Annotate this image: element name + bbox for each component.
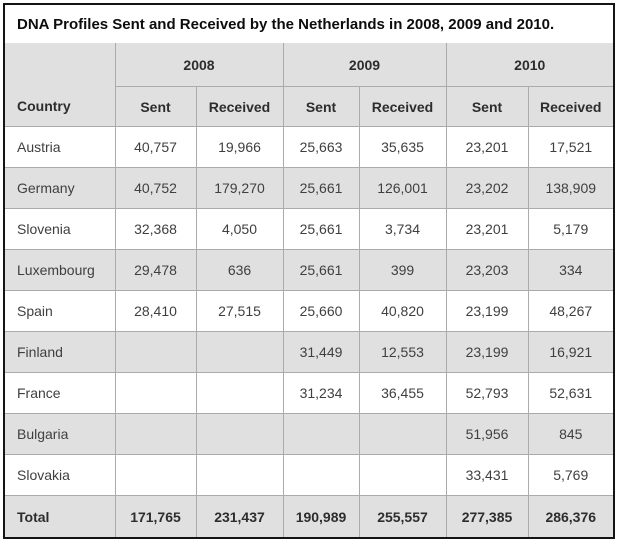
value-cell: 23,201 [445, 208, 529, 250]
value-cell [114, 331, 197, 373]
value-cell: 23,202 [445, 167, 529, 209]
country-column-header: Country [4, 42, 116, 127]
value-cell: 12,553 [358, 331, 447, 373]
country-cell: France [4, 372, 116, 414]
dna-table-frame: DNA Profiles Sent and Received by the Ne… [3, 3, 615, 539]
value-cell: 16,921 [527, 331, 614, 373]
value-cell: 138,909 [527, 167, 614, 209]
value-cell: 845 [527, 413, 614, 455]
table-row: Slovenia 32,368 4,050 25,661 3,734 23,201 5,17… [4, 208, 614, 250]
value-cell: 40,752 [114, 167, 197, 209]
dna-profiles-table: Country 2008 2009 2010 Sent Received Sen… [4, 42, 614, 538]
value-cell [114, 454, 197, 496]
value-cell: 25,661 [282, 167, 360, 209]
value-cell: 126,001 [358, 167, 447, 209]
table-row: Finland 31,449 12,553 23,199 16,921 [4, 331, 614, 373]
table-row: Bulgaria 51,956 845 [4, 413, 614, 455]
table-title: DNA Profiles Sent and Received by the Ne… [5, 5, 613, 43]
value-cell [358, 413, 447, 455]
value-cell: 636 [195, 249, 284, 291]
value-cell: 36,455 [358, 372, 447, 414]
year-header-2010: 2010 [445, 42, 614, 87]
value-cell: 334 [527, 249, 614, 291]
sub-header-received-2010: Received [527, 86, 614, 127]
country-cell: Spain [4, 290, 116, 332]
year-header-2009: 2009 [282, 42, 447, 87]
year-header-2008: 2008 [114, 42, 284, 87]
value-cell: 3,734 [358, 208, 447, 250]
table-row: Luxembourg 29,478 636 25,661 399 23,203 334 [4, 249, 614, 291]
table-row: Germany 40,752 179,270 25,661 126,001 23,202 1… [4, 167, 614, 209]
value-cell: 33,431 [445, 454, 529, 496]
country-cell: Luxembourg [4, 249, 116, 291]
value-cell: 5,179 [527, 208, 614, 250]
sub-header-received-2009: Received [358, 86, 447, 127]
value-cell: 31,449 [282, 331, 360, 373]
total-row: Total 171,765 231,437 190,989 255,557 277,385… [4, 495, 614, 538]
value-cell: 179,270 [195, 167, 284, 209]
value-cell: 48,267 [527, 290, 614, 332]
sub-header-sent-2008: Sent [114, 86, 197, 127]
total-value-cell: 277,385 [445, 495, 529, 538]
value-cell: 29,478 [114, 249, 197, 291]
total-value-cell: 286,376 [527, 495, 614, 538]
table-body: Austria 40,757 19,966 25,663 35,635 23,201 17,… [4, 126, 614, 538]
value-cell [358, 454, 447, 496]
value-cell: 52,793 [445, 372, 529, 414]
year-header-row: Country 2008 2009 2010 [4, 42, 614, 127]
table-row: France 31,234 36,455 52,793 52,631 [4, 372, 614, 414]
sub-header-received-2008: Received [195, 86, 284, 127]
value-cell: 399 [358, 249, 447, 291]
table-row: Spain 28,410 27,515 25,660 40,820 23,199 48,26… [4, 290, 614, 332]
value-cell: 19,966 [195, 126, 284, 168]
value-cell: 35,635 [358, 126, 447, 168]
value-cell: 25,661 [282, 249, 360, 291]
sub-header-sent-2010: Sent [445, 86, 529, 127]
total-value-cell: 171,765 [114, 495, 197, 538]
value-cell: 27,515 [195, 290, 284, 332]
value-cell: 25,660 [282, 290, 360, 332]
sent-received-header-row: Sent Received Sent Received Sent Receive… [5, 86, 614, 127]
country-cell: Austria [4, 126, 116, 168]
total-value-cell: 190,989 [282, 495, 360, 538]
value-cell: 28,410 [114, 290, 197, 332]
value-cell [114, 372, 197, 414]
value-cell: 52,631 [527, 372, 614, 414]
total-label: Total [4, 495, 116, 538]
table-row: Slovakia 33,431 5,769 [4, 454, 614, 496]
country-cell: Slovakia [4, 454, 116, 496]
country-cell: Slovenia [4, 208, 116, 250]
value-cell: 23,203 [445, 249, 529, 291]
value-cell: 40,820 [358, 290, 447, 332]
value-cell [195, 413, 284, 455]
value-cell: 25,661 [282, 208, 360, 250]
value-cell: 32,368 [114, 208, 197, 250]
country-cell: Germany [4, 167, 116, 209]
value-cell: 51,956 [445, 413, 529, 455]
value-cell [195, 372, 284, 414]
value-cell [114, 413, 197, 455]
value-cell: 40,757 [114, 126, 197, 168]
value-cell: 31,234 [282, 372, 360, 414]
value-cell: 4,050 [195, 208, 284, 250]
table-row: Austria 40,757 19,966 25,663 35,635 23,201 17,… [4, 126, 614, 168]
value-cell [282, 413, 360, 455]
value-cell [195, 331, 284, 373]
total-value-cell: 231,437 [195, 495, 284, 538]
value-cell [282, 454, 360, 496]
country-cell: Bulgaria [4, 413, 116, 455]
value-cell: 5,769 [527, 454, 614, 496]
value-cell: 23,199 [445, 331, 529, 373]
value-cell: 23,199 [445, 290, 529, 332]
value-cell [195, 454, 284, 496]
value-cell: 17,521 [527, 126, 614, 168]
value-cell: 25,663 [282, 126, 360, 168]
value-cell: 23,201 [445, 126, 529, 168]
sub-header-sent-2009: Sent [282, 86, 360, 127]
country-cell: Finland [4, 331, 116, 373]
total-value-cell: 255,557 [358, 495, 447, 538]
